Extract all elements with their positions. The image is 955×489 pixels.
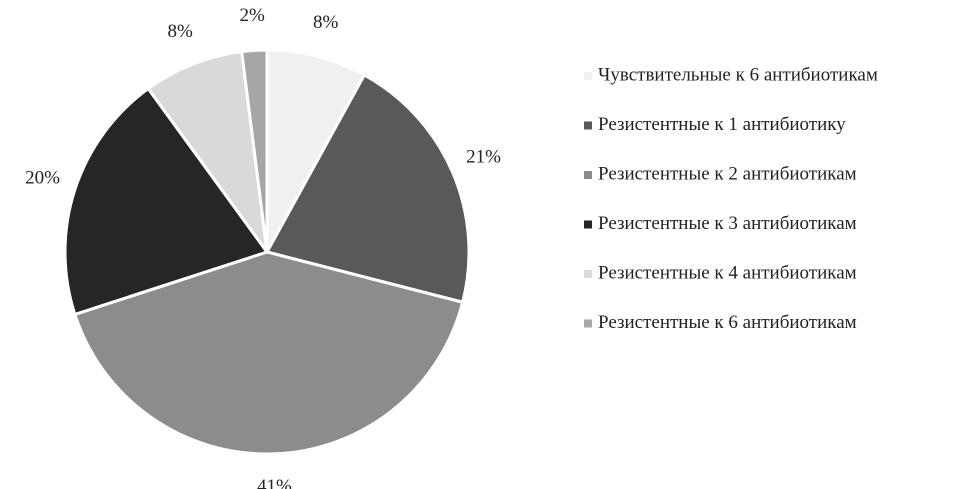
legend-label: Резистентные к 1 антибиотику [598, 114, 846, 135]
legend-swatch [584, 121, 592, 130]
legend-label: Резистентные к 2 антибиотикам [598, 163, 857, 184]
pie-slice [63, 86, 270, 317]
pie-slice [264, 72, 471, 305]
pie-slice [72, 250, 465, 456]
legend-label: Резистентные к 6 антибиотикам [598, 312, 857, 333]
data-label: 2% [240, 5, 266, 26]
legend-swatch [584, 220, 592, 229]
legend-label: Резистентные к 3 антибиотикам [598, 213, 857, 234]
pie-slice [146, 49, 269, 253]
data-label: 41% [257, 476, 292, 489]
legend-swatch [584, 270, 592, 278]
data-label: 8% [167, 21, 193, 42]
data-label: 20% [25, 167, 60, 188]
pie-slice [240, 48, 269, 253]
legend-swatch [584, 319, 592, 328]
legend-label: Чувствительные к 6 антибиотикам [598, 64, 878, 85]
data-label: 8% [313, 12, 339, 33]
pie-slice [265, 48, 367, 253]
legend-swatch [584, 72, 592, 80]
legend-swatch [584, 171, 592, 179]
data-label: 21% [466, 147, 501, 168]
legend-label: Резистентные к 4 антибиотикам [598, 262, 857, 283]
